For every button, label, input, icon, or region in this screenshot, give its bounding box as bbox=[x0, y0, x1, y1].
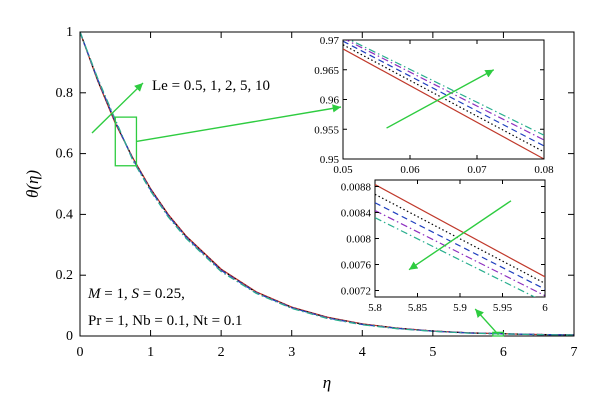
inset-top-series-group bbox=[343, 40, 544, 159]
inset-bottom-series-group bbox=[375, 184, 545, 297]
main-xtick-label: 1 bbox=[147, 345, 154, 360]
inset-bottom-xtick-label: 5.85 bbox=[408, 302, 428, 314]
inset-top-trend-arrow bbox=[386, 69, 495, 129]
inset-top-plot: 0.05 0.06 0.07 0.08 0.95 0.955 0.96 0.965 0.97 bbox=[314, 35, 554, 176]
y-axis-label: θ(η) bbox=[23, 170, 42, 198]
main-ytick-label: 0.2 bbox=[56, 268, 74, 283]
inset-bottom-xtick-label: 5.9 bbox=[453, 302, 467, 314]
main-xtick-label: 6 bbox=[500, 345, 507, 360]
inset-bottom-ytick-label: 0.0088 bbox=[341, 182, 372, 194]
main-xtick-label: 5 bbox=[429, 345, 436, 360]
inset-bottom-plot: 5.8 5.85 5.9 5.95 6 0.0072 0.0076 0.008 0.0084 0.… bbox=[341, 179, 548, 314]
main-plot: 0 1 2 3 4 5 6 7 0 0.2 0.4 0.6 0.8 1 η θ(η) bbox=[23, 25, 578, 392]
inset-top-xtick-label: 0.05 bbox=[333, 164, 353, 176]
main-ytick-label: 0.8 bbox=[56, 86, 74, 101]
inset-bottom-ytick-label: 0.0076 bbox=[341, 260, 372, 272]
main-frame bbox=[79, 31, 575, 337]
inset-top-ytick-label: 0.95 bbox=[320, 154, 340, 166]
inset-top-ytick-label: 0.955 bbox=[314, 124, 339, 136]
main-xtick-label: 4 bbox=[359, 345, 366, 360]
main-ytick-label: 0 bbox=[66, 329, 73, 344]
main-ytick-label: 0.4 bbox=[56, 207, 74, 222]
inset-top-series-5-line bbox=[348, 40, 544, 136]
inset-top-frame bbox=[342, 39, 545, 160]
inset-bottom-ytick-label: 0.0084 bbox=[341, 208, 372, 220]
inset-bottom-series-1-line bbox=[375, 184, 545, 278]
main-ytick-label: 1 bbox=[66, 25, 73, 40]
inset-top-series-1-line bbox=[343, 48, 544, 159]
main-xtick-label: 0 bbox=[77, 345, 84, 360]
inset-top-xtick-label: 0.08 bbox=[534, 164, 554, 176]
annotation-parameters-2: Pr = 1, Nb = 0.1, Nt = 0.1 bbox=[88, 313, 243, 329]
annotation-text-group: Le = 0.5, 1, 2, 5, 10 M = 1, S = 0.25, P… bbox=[87, 78, 270, 329]
inset-top-series-4-line bbox=[345, 40, 544, 141]
arrow-to-inset-top bbox=[136, 104, 342, 143]
inset-bottom-series-4-line bbox=[375, 210, 545, 297]
inset-bottom-trend-arrow bbox=[408, 200, 512, 271]
zoom-region-bottom bbox=[492, 331, 505, 337]
arrow-to-inset-bottom bbox=[474, 308, 500, 336]
annotation-le-values: Le = 0.5, 1, 2, 5, 10 bbox=[152, 78, 270, 94]
inset-bottom-xtick-label: 5.8 bbox=[368, 302, 382, 314]
main-ytick-label: 0.6 bbox=[56, 147, 74, 162]
main-xtick-label: 3 bbox=[288, 345, 295, 360]
inset-top-ytick-label: 0.96 bbox=[320, 95, 340, 107]
x-axis-label: η bbox=[323, 373, 331, 392]
inset-bottom-ytick-label: 0.0072 bbox=[341, 286, 371, 298]
arrow-le-increasing bbox=[91, 82, 144, 134]
main-xtick-label: 7 bbox=[571, 345, 578, 360]
inset-bottom-series-5-line bbox=[375, 217, 536, 297]
inset-top-ytick-label: 0.965 bbox=[314, 65, 339, 77]
main-xtick-label: 2 bbox=[218, 345, 225, 360]
inset-bottom-frame bbox=[374, 179, 546, 298]
inset-top-xtick-label: 0.07 bbox=[467, 164, 487, 176]
inset-bottom-series-3-line bbox=[375, 202, 545, 290]
annotation-parameters-1: M = 1, S = 0.25, bbox=[87, 286, 185, 302]
main-series-group bbox=[80, 32, 574, 336]
inset-bottom-ytick-label: 0.008 bbox=[346, 234, 371, 246]
inset-bottom-xtick-label: 6 bbox=[542, 302, 548, 314]
inset-top-ytick-label: 0.97 bbox=[320, 35, 340, 47]
inset-top-xtick-label: 0.06 bbox=[400, 164, 420, 176]
inset-bottom-xtick-label: 5.95 bbox=[493, 302, 513, 314]
inset-top-series-3-line bbox=[343, 40, 544, 147]
annotation-arrows bbox=[91, 82, 500, 336]
main-series-5-line bbox=[80, 32, 574, 336]
